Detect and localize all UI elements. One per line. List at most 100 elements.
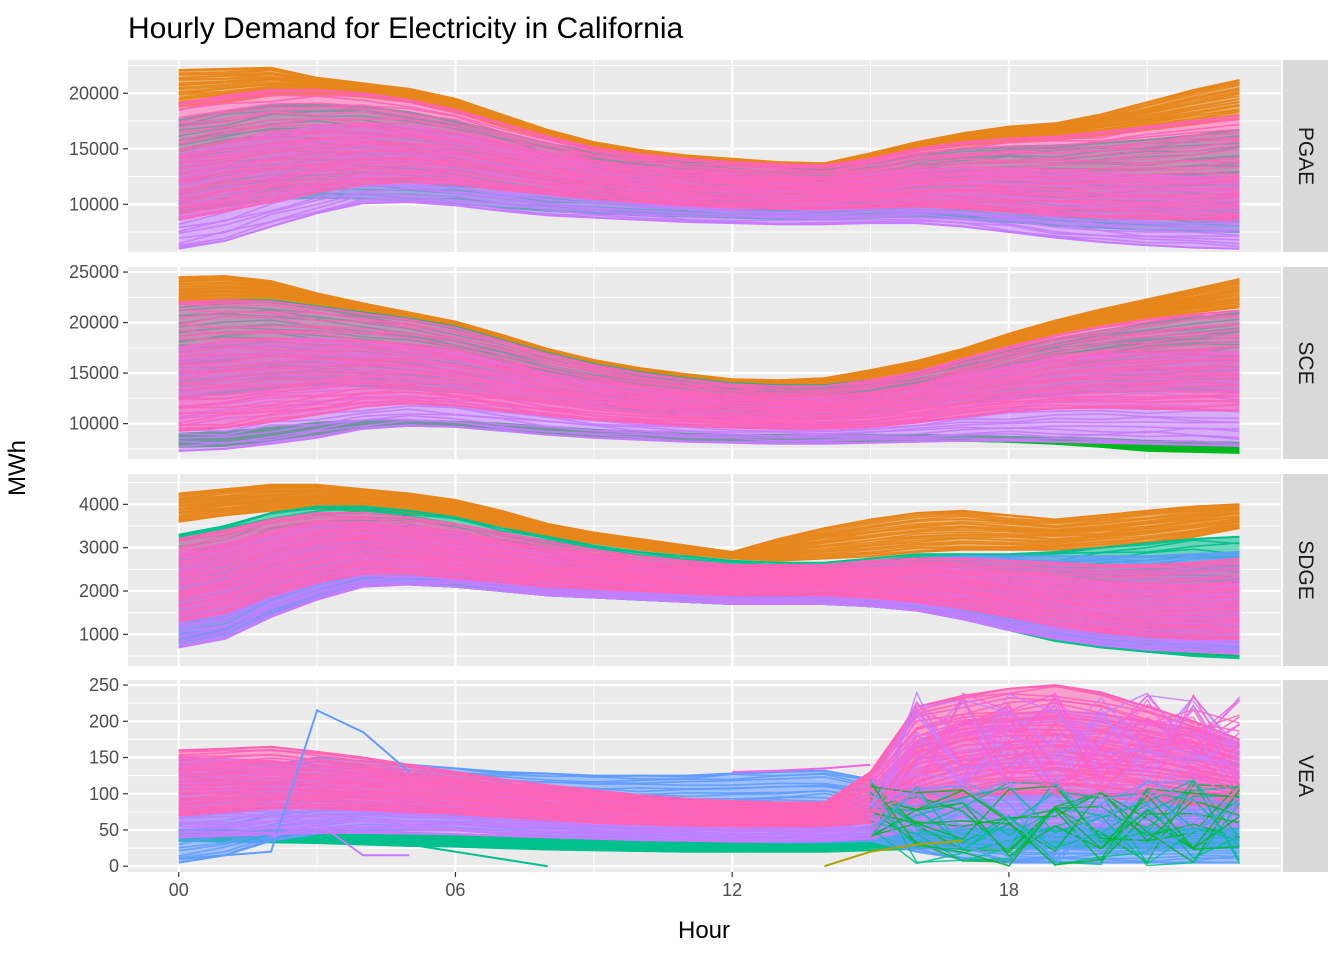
series-line <box>869 786 1240 860</box>
series-line <box>270 821 410 857</box>
y-tick-label: 50 <box>99 820 119 840</box>
chart-title: Hourly Demand for Electricity in Califor… <box>128 12 684 45</box>
series-line <box>178 825 1240 843</box>
series-line <box>824 839 963 868</box>
series-line <box>178 483 1240 554</box>
y-tick-label: 4000 <box>79 494 119 514</box>
series-line <box>178 95 1240 170</box>
y-axis-title: MWh <box>4 440 31 496</box>
series-line <box>870 801 1240 853</box>
series-line <box>178 181 1240 221</box>
series-line <box>178 404 1240 436</box>
series-lines <box>178 275 1240 454</box>
series-line <box>178 537 1240 599</box>
series-line <box>178 696 1240 806</box>
series-line <box>870 800 1240 863</box>
series-lines <box>178 684 1241 868</box>
series-line <box>178 360 1240 410</box>
series-line <box>178 332 1240 399</box>
series-line <box>178 413 1240 438</box>
series-line <box>178 323 1240 397</box>
series-line <box>178 122 1240 182</box>
series-line <box>178 709 410 860</box>
series-line <box>178 521 1240 578</box>
series-line <box>870 785 1240 842</box>
y-tick-label: 10000 <box>69 414 119 434</box>
y-tick-label: 15000 <box>69 139 119 159</box>
y-tick-label: 20000 <box>69 83 119 103</box>
series-line <box>178 399 1240 429</box>
series-line <box>178 191 1240 241</box>
x-tick-label: 12 <box>722 880 742 900</box>
series-line <box>178 562 1240 627</box>
series-line <box>178 761 1240 821</box>
panel-sce: 10000 15000 20000 25000 SCE <box>69 262 1328 459</box>
series-line <box>178 396 1240 427</box>
series-line <box>870 779 1241 864</box>
series-line <box>869 717 1240 838</box>
series-line <box>869 693 1241 817</box>
y-tick-label: 100 <box>89 784 119 804</box>
series-line <box>178 684 1240 804</box>
series-line <box>178 161 1240 201</box>
series-line <box>178 275 1240 382</box>
series-line <box>178 132 1240 185</box>
y-tick-label: 25000 <box>69 262 119 282</box>
facet-strip-label: PGAE <box>1294 127 1317 185</box>
series-line <box>178 171 1240 211</box>
series-line <box>869 700 1241 805</box>
x-tick-label: 00 <box>169 880 189 900</box>
panel-sdge: 1000 2000 3000 4000 SDGE <box>79 474 1328 666</box>
series-line <box>178 299 1240 388</box>
series-line <box>178 102 1240 173</box>
series-line <box>178 185 1240 237</box>
series-line <box>178 118 1240 178</box>
series-line <box>869 690 1241 837</box>
series-line <box>178 729 1240 813</box>
facet-strip <box>1283 267 1328 459</box>
y-tick-label: 0 <box>109 856 119 876</box>
series-line <box>178 567 1240 636</box>
series-line <box>178 414 1240 439</box>
series-line <box>869 779 1240 860</box>
series-line <box>178 402 1240 432</box>
series-lines <box>178 483 1240 660</box>
series-line <box>869 700 1240 786</box>
x-axis: 00 06 12 18 <box>169 872 1019 900</box>
series-line <box>178 575 1240 647</box>
series-line <box>178 138 1240 189</box>
series-line <box>178 734 1240 815</box>
facet-strip <box>1283 60 1328 252</box>
panel-vea: 0 50 100 150 200 250 VEA <box>89 675 1328 876</box>
series-line <box>178 357 1240 409</box>
y-tick-label: 250 <box>89 675 119 695</box>
facet-strip-label: VEA <box>1294 755 1317 797</box>
series-line <box>869 702 1240 832</box>
series-line <box>178 311 1240 393</box>
series-line <box>178 542 1240 604</box>
series-line <box>178 380 1240 419</box>
x-tick-label: 18 <box>999 880 1019 900</box>
y-tick-label: 20000 <box>69 313 119 333</box>
x-axis-title: Hour <box>678 917 730 944</box>
series-line <box>869 702 1240 822</box>
series-lines <box>178 66 1240 250</box>
y-tick-label: 10000 <box>69 194 119 214</box>
series-line <box>178 164 1240 204</box>
y-tick-label: 2000 <box>79 581 119 601</box>
series-line <box>178 408 1240 437</box>
y-tick-label: 1000 <box>79 624 119 644</box>
series-line <box>178 796 1240 836</box>
series-line <box>178 106 1240 174</box>
series-line <box>178 524 1240 584</box>
series-line <box>178 345 1240 405</box>
series-line <box>178 538 1240 601</box>
series-line <box>870 789 1240 860</box>
series-line <box>178 505 1240 564</box>
series-line <box>178 424 1240 452</box>
series-line <box>870 704 1241 793</box>
y-tick-label: 200 <box>89 711 119 731</box>
series-line <box>178 117 1240 180</box>
series-line <box>178 529 1240 590</box>
y-tick-label: 3000 <box>79 538 119 558</box>
